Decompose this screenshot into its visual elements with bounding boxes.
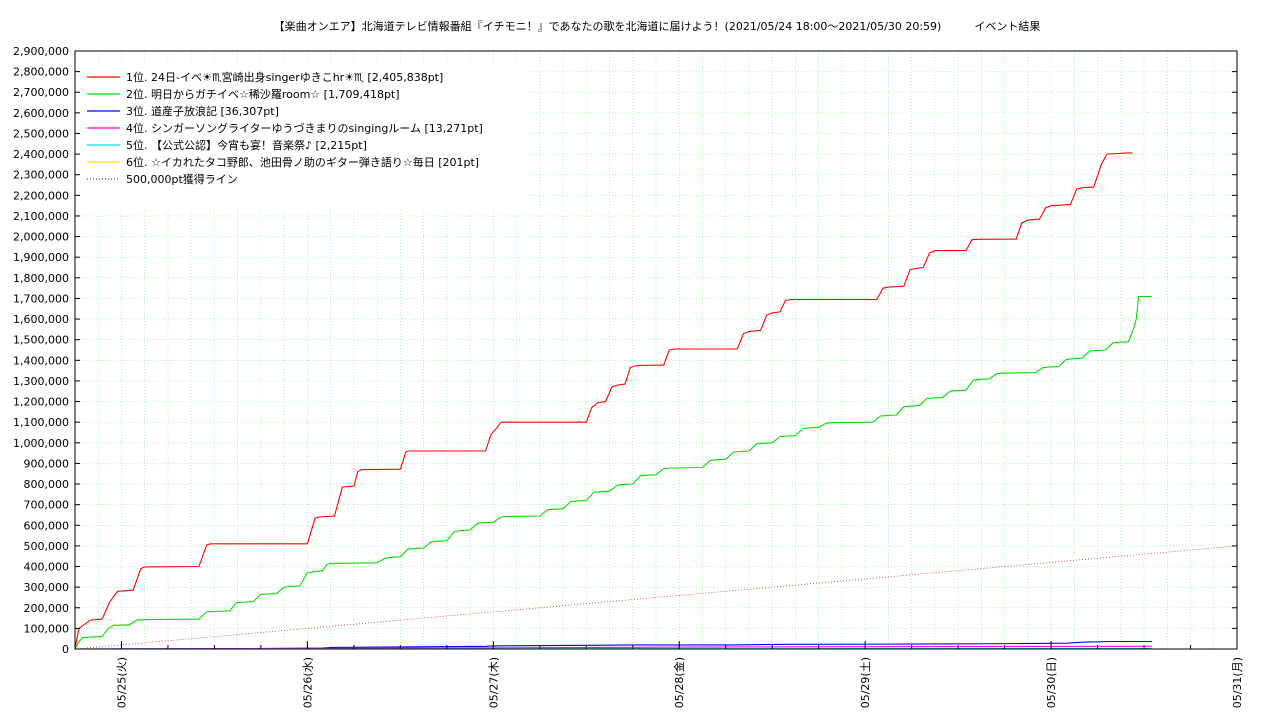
y-tick-label: 2,800,000 [13, 66, 69, 79]
y-tick-label: 400,000 [24, 561, 70, 574]
x-tick-label: 05/25(火) [115, 657, 128, 708]
legend: 1位. 24日-イベ☀♏宮崎出身singerゆきこhr☀♏ [2,405,838… [80, 62, 526, 210]
plot-frame [74, 50, 1238, 650]
y-tick-label: 2,100,000 [13, 210, 69, 223]
legend-label: 3位. 道産子放浪記 [36,307pt] [126, 104, 279, 118]
x-tick-label: 05/29(土) [859, 657, 872, 708]
x-tick-label: 05/30(日) [1045, 657, 1058, 708]
grid [74, 51, 1238, 649]
legend-label: 6位. ☆イカれたタコ野郎、池田骨ノ助のギター弾き語り☆毎日 [201pt] [126, 155, 479, 169]
x-tick-label: 05/26(水) [301, 657, 314, 708]
y-tick-label: 100,000 [24, 622, 70, 635]
chart-title: 【楽曲オンエア】北海道テレビ情報番組『イチモニ！』であなたの歌を北海道に届けよう… [274, 19, 1041, 33]
y-tick-label: 1,000,000 [13, 437, 69, 450]
y-tick-label: 2,400,000 [13, 148, 69, 161]
y-tick-label: 900,000 [24, 457, 70, 470]
y-tick-label: 2,300,000 [13, 169, 69, 182]
x-axis: 05/25(火) 05/26(水) 05/27(木) 05/28(金) 05/29(土)… [74, 641, 1244, 708]
y-tick-label: 1,100,000 [13, 416, 69, 429]
y-tick-label: 300,000 [24, 581, 70, 594]
y-tick-label: 0 [62, 643, 69, 656]
y-tick-label: 700,000 [24, 499, 70, 512]
y-tick-label: 1,200,000 [13, 396, 69, 409]
y-tick-label: 1,900,000 [13, 251, 69, 264]
y-tick-label: 200,000 [24, 602, 70, 615]
y-tick-label: 2,900,000 [13, 45, 69, 58]
y-axis: 0 100,000 200,000 300,000 400,000 500,000 600,… [13, 45, 1237, 656]
y-tick-label: 600,000 [24, 519, 70, 532]
legend-background [80, 62, 526, 210]
y-tick-label: 1,800,000 [13, 272, 69, 285]
series-line [74, 295, 1152, 650]
series-line [74, 545, 1238, 650]
series-line [74, 152, 1133, 650]
legend-label: 5位. 【公式公認】今宵も宴！音楽祭♪ [2,215pt] [126, 138, 367, 152]
y-tick-label: 800,000 [24, 478, 70, 491]
y-tick-label: 2,200,000 [13, 189, 69, 202]
legend-label: 1位. 24日-イベ☀♏宮崎出身singerゆきこhr☀♏ [2,405,838… [126, 70, 443, 84]
y-tick-label: 2,600,000 [13, 107, 69, 120]
legend-label: 2位. 明日からガチイベ☆稀沙羅room☆ [1,709,418pt] [126, 87, 400, 101]
legend-label: 4位. シンガーソングライターゆうづきまりのsingingルーム [13,271… [126, 121, 483, 135]
x-tick-label: 05/27(木) [487, 657, 500, 708]
y-tick-label: 500,000 [24, 540, 70, 553]
y-tick-label: 1,400,000 [13, 354, 69, 367]
y-tick-label: 2,000,000 [13, 231, 69, 244]
y-tick-label: 2,700,000 [13, 86, 69, 99]
x-tick-label: 05/28(金) [672, 657, 686, 708]
y-tick-label: 2,500,000 [13, 127, 69, 140]
y-tick-label: 1,300,000 [13, 375, 69, 388]
y-tick-label: 1,700,000 [13, 292, 69, 305]
series-line [74, 640, 1152, 650]
x-tick-label: 05/31(月) [1231, 657, 1244, 708]
legend-label: 500,000pt獲得ライン [126, 173, 238, 186]
y-tick-label: 1,600,000 [13, 313, 69, 326]
y-tick-label: 1,500,000 [13, 334, 69, 347]
plot-lines [74, 152, 1238, 650]
